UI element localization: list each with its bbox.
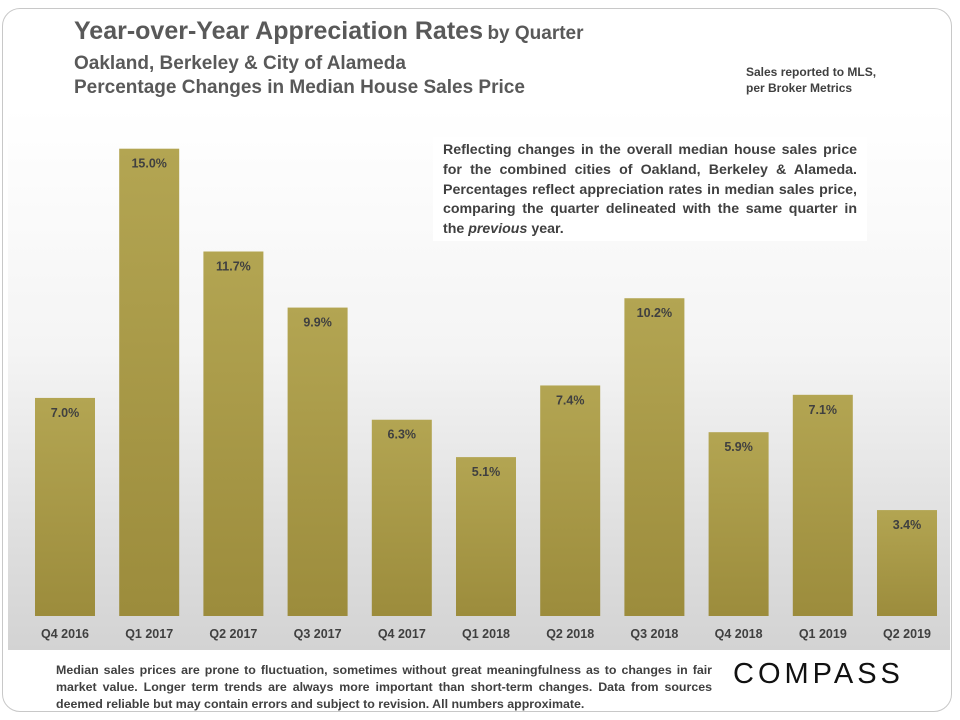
data-label: 6.3% [388,428,417,442]
chart-title-main: Year-over-Year Appreciation Rates [74,17,483,45]
x-tick-label: Q4 2016 [41,627,89,641]
annotation-text-start: Reflecting changes in the overall median… [443,142,857,238]
x-tick-label: Q4 2018 [715,627,763,641]
annotation-box: Reflecting changes in the overall median… [433,137,867,241]
data-label: 9.9% [303,316,332,330]
x-tick-label: Q3 2018 [630,627,678,641]
x-tick-label: Q1 2018 [462,627,510,641]
x-tick-label: Q4 2017 [378,627,426,641]
bar-q4-2018 [708,432,769,616]
bar-chart: 7.0% Q4 2016 15.0% Q1 2017 11.7% Q2 2017 9.9% Q… [35,148,937,641]
x-tick-label: Q3 2017 [294,627,342,641]
bar-q2-2019 [877,510,937,616]
bar-q3-2018 [624,298,685,616]
bar-q1-2017 [119,148,180,616]
bar-q1-2019 [792,394,853,616]
x-tick-label: Q2 2018 [546,627,594,641]
chart-title-suffix: by Quarter [487,23,584,44]
compass-logo: COMPASS [733,658,904,690]
data-label: 5.9% [724,440,753,454]
data-label: 7.0% [51,406,80,420]
chart-subtitle-location: Oakland, Berkeley & City of Alameda [74,53,406,74]
data-label: 15.0% [131,157,166,171]
data-label: 5.1% [472,465,501,479]
bar-q2-2017 [203,251,264,616]
bar-q4-2016 [35,397,95,616]
x-tick-label: Q1 2017 [125,627,173,641]
x-tick-label: Q2 2019 [883,627,931,641]
annotation-text-end: year. [527,221,564,238]
data-label: 3.4% [893,518,922,532]
source-note-line-1: Sales reported to MLS, [746,65,877,79]
bar-q3-2017 [287,307,348,616]
footer-disclaimer: Median sales prices are prone to fluctua… [56,663,712,711]
source-note-line-2: per Broker Metrics [746,81,853,95]
bar-q2-2018 [540,385,601,616]
chart-subtitle-metric: Percentage Changes in Median House Sales… [74,77,525,98]
data-label: 7.4% [556,393,585,407]
annotation-emphasis: previous [468,221,528,238]
data-label: 7.1% [809,403,838,417]
data-label: 11.7% [216,260,251,274]
data-label: 10.2% [637,306,672,320]
chart-title: Year-over-Year Appreciation Rates by Qua… [74,17,584,46]
bar-q4-2017 [371,419,432,616]
bar-q1-2018 [456,457,516,616]
source-note: Sales reported to MLS, per Broker Metric… [746,64,876,96]
x-tick-label: Q2 2017 [209,627,257,641]
x-tick-label: Q1 2019 [799,627,847,641]
